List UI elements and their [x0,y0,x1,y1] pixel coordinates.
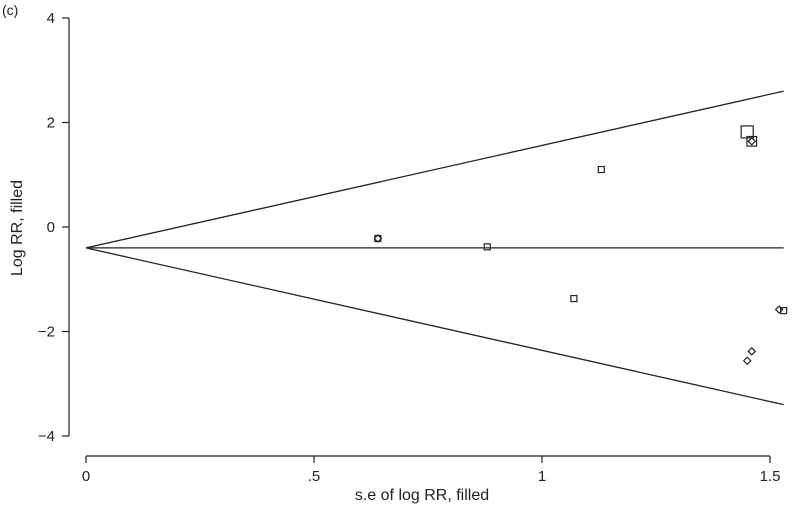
y-tick-label: 4 [47,10,55,27]
funnel-upper-limit [85,90,784,249]
filled-study-diamond [373,234,383,243]
x-tick-label: .5 [308,468,321,485]
funnel-lower-limit [85,247,784,406]
filled-study-diamond [742,356,752,366]
filled-study-diamond [774,305,784,314]
y-axis-title: Log RR, filled [9,180,26,276]
axes-group: −4 −2 0 2 4 0 .5 1 1.5 [38,10,781,485]
panel-tag: (c) [2,2,19,18]
y-tick-label: −2 [38,324,55,341]
filled-study-diamond [747,136,757,146]
observed-study-square [746,135,758,147]
y-tick-label: 2 [47,115,55,132]
funnel-lines [85,90,784,406]
observed-study-square [597,165,605,174]
observed-study-square [570,294,578,303]
y-tick-label: −4 [38,428,55,445]
x-axis-title: s.e of log RR, filled [355,487,489,504]
observed-study-square [780,307,788,315]
x-tick-label: 0 [82,468,90,485]
filled-study-diamond [747,347,757,356]
x-tick-label: 1 [538,468,546,485]
points-group [373,125,788,366]
x-tick-label: 1.5 [760,468,781,485]
observed-study-square [483,243,491,251]
y-tick-label: 0 [47,219,55,236]
